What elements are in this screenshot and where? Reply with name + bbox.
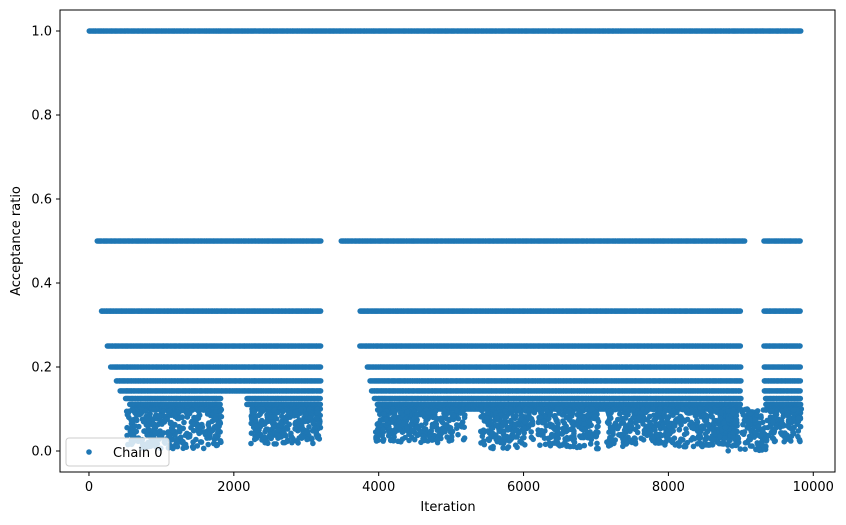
data-point <box>797 378 804 384</box>
data-point <box>737 343 744 349</box>
data-point <box>797 28 804 34</box>
data-point <box>737 308 744 314</box>
data-point <box>318 238 324 244</box>
data-point <box>741 238 748 244</box>
data-point <box>738 395 744 402</box>
data-point <box>317 378 324 384</box>
data-point <box>738 378 744 384</box>
data-point <box>317 364 324 370</box>
data-point <box>797 395 804 402</box>
data-point <box>317 308 324 314</box>
data-point <box>217 395 224 402</box>
data-point <box>797 364 803 370</box>
data-point <box>797 388 803 394</box>
data-point <box>797 308 803 314</box>
data-point <box>317 343 324 349</box>
data-point <box>317 395 324 402</box>
data-point <box>317 388 324 394</box>
data-point <box>737 388 743 394</box>
data-point <box>737 364 744 370</box>
data-point <box>797 238 803 244</box>
data-points <box>86 28 805 454</box>
data-point <box>797 343 803 349</box>
